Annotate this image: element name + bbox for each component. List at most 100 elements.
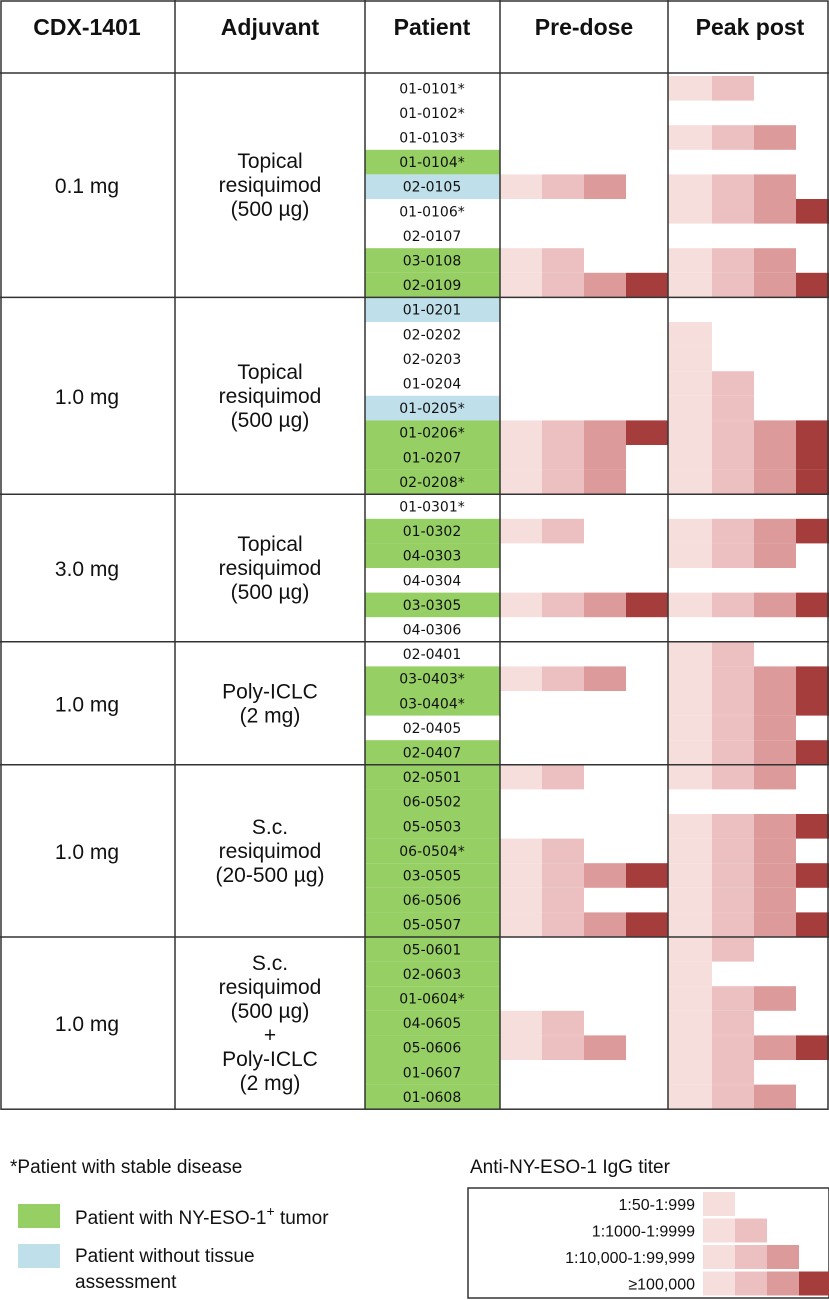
- patient-highlight: [365, 248, 500, 273]
- patient-id: 02-0109: [403, 278, 462, 294]
- peak-post-titer-box: [754, 592, 796, 618]
- adjuvant-label: resiquimod: [219, 174, 322, 197]
- pre-dose-titer-box: [500, 863, 542, 888]
- peak-post-titer-box: [712, 76, 754, 101]
- peak-post-titer-box: [754, 691, 796, 716]
- peak-post-titer-box: [668, 838, 712, 864]
- peak-post-titer-box: [712, 371, 754, 396]
- adjuvant-label: resiquimod: [219, 840, 322, 863]
- dose-label: 1.0 mg: [55, 693, 119, 716]
- peak-post-titer-box: [796, 666, 829, 691]
- patient-id: 04-0306: [403, 623, 462, 639]
- peak-post-titer-box: [754, 764, 796, 790]
- adjuvant-label: S.c.: [252, 952, 288, 975]
- patient-id: 06-0502: [403, 795, 462, 811]
- patient-id: 01-0608: [403, 1090, 462, 1106]
- pre-dose-titer-box: [584, 469, 626, 495]
- pre-dose-titer-box: [542, 666, 584, 691]
- adjuvant-label: Poly-ICLC: [222, 680, 318, 703]
- peak-post-titer-box: [796, 912, 829, 937]
- peak-post-titer-box: [668, 1010, 712, 1036]
- peak-post-titer-box: [712, 863, 754, 888]
- peak-post-titer-box: [796, 420, 829, 445]
- patient-highlight: [365, 937, 500, 962]
- peak-post-titer-box: [668, 887, 712, 913]
- patient-highlight: [365, 1084, 500, 1110]
- peak-post-titer-box: [668, 666, 712, 691]
- titer-level-box: [767, 1245, 799, 1269]
- peak-post-titer-box: [796, 691, 829, 716]
- patient-id: 02-0407: [403, 746, 462, 762]
- peak-post-titer-box: [754, 469, 796, 495]
- patient-id: 01-0102*: [399, 106, 465, 122]
- pre-dose-titer-box: [584, 1035, 626, 1060]
- pre-dose-titer-box: [584, 666, 626, 691]
- peak-post-titer-box: [668, 715, 712, 741]
- pre-dose-titer-box: [500, 272, 542, 298]
- peak-post-titer-box: [754, 543, 796, 568]
- pre-dose-titer-box: [542, 1035, 584, 1060]
- peak-post-titer-box: [668, 863, 712, 888]
- peak-post-titer-box: [754, 912, 796, 937]
- pre-dose-titer-box: [500, 912, 542, 937]
- pre-dose-titer-box: [542, 912, 584, 937]
- peak-post-titer-box: [712, 1010, 754, 1036]
- peak-post-titer-box: [668, 469, 712, 495]
- patient-id: 02-0105: [403, 180, 462, 196]
- table-border: [0, 0, 829, 1110]
- peak-post-titer-box: [668, 592, 712, 618]
- adjuvant-label: (500 µg): [231, 198, 310, 221]
- peak-post-titer-box: [796, 272, 829, 298]
- dose-label: 1.0 mg: [55, 1013, 119, 1036]
- titer-level-box: [767, 1271, 799, 1296]
- patient-highlight: [365, 986, 500, 1011]
- peak-post-titer-box: [712, 666, 754, 691]
- patient-id: 02-0107: [403, 229, 462, 245]
- pre-dose-titer-box: [500, 420, 542, 445]
- titer-legend-box: [467, 1187, 829, 1299]
- patient-highlight: [365, 1035, 500, 1060]
- adjuvant-label: resiquimod: [219, 976, 322, 999]
- peak-post-titer-box: [754, 740, 796, 765]
- pre-dose-titer-box: [500, 592, 542, 618]
- peak-post-titer-box: [712, 174, 754, 199]
- peak-post-titer-box: [754, 986, 796, 1011]
- adjuvant-label: Topical: [237, 361, 302, 384]
- peak-post-titer-box: [668, 199, 712, 224]
- peak-post-titer-box: [668, 322, 712, 347]
- patient-id: 03-0403*: [399, 672, 465, 688]
- peak-post-titer-box: [712, 740, 754, 765]
- patient-id: 03-0108: [403, 254, 462, 270]
- pre-dose-titer-box: [584, 592, 626, 618]
- patient-id: 03-0305: [403, 598, 462, 614]
- patient-highlight: [365, 789, 500, 814]
- pre-dose-titer-box: [626, 863, 668, 888]
- patient-highlight: [365, 149, 500, 175]
- peak-post-titer-box: [712, 1060, 754, 1085]
- patient-highlight: [365, 592, 500, 618]
- adjuvant-label: Poly-ICLC: [222, 1048, 318, 1071]
- peak-post-titer-box: [796, 518, 829, 544]
- patient-id: 03-0505: [403, 869, 462, 885]
- pre-dose-titer-box: [542, 518, 584, 544]
- adjuvant-label: S.c.: [252, 816, 288, 839]
- patient-id: 05-0507: [403, 918, 462, 934]
- patient-id: 01-0302: [403, 524, 462, 540]
- peak-post-titer-box: [796, 199, 829, 224]
- patient-highlight: [365, 1060, 500, 1085]
- pre-dose-titer-box: [500, 838, 542, 864]
- pre-dose-titer-box: [584, 272, 626, 298]
- peak-post-titer-box: [754, 199, 796, 224]
- pre-dose-titer-box: [500, 666, 542, 691]
- patient-id: 01-0206*: [399, 426, 465, 442]
- peak-post-titer-box: [712, 691, 754, 716]
- peak-post-titer-box: [712, 592, 754, 618]
- titer-level-label: 1:1000-1:9999: [592, 1224, 695, 1241]
- adjuvant-label: +: [264, 1024, 276, 1047]
- patient-highlight: [365, 543, 500, 568]
- titer-level-label: 1:50-1:999: [618, 1197, 695, 1214]
- peak-post-titer-box: [754, 715, 796, 741]
- patient-id: 06-0506: [403, 893, 462, 909]
- footnote-stable-disease: *Patient with stable disease: [10, 1157, 242, 1178]
- peak-post-titer-box: [712, 641, 754, 667]
